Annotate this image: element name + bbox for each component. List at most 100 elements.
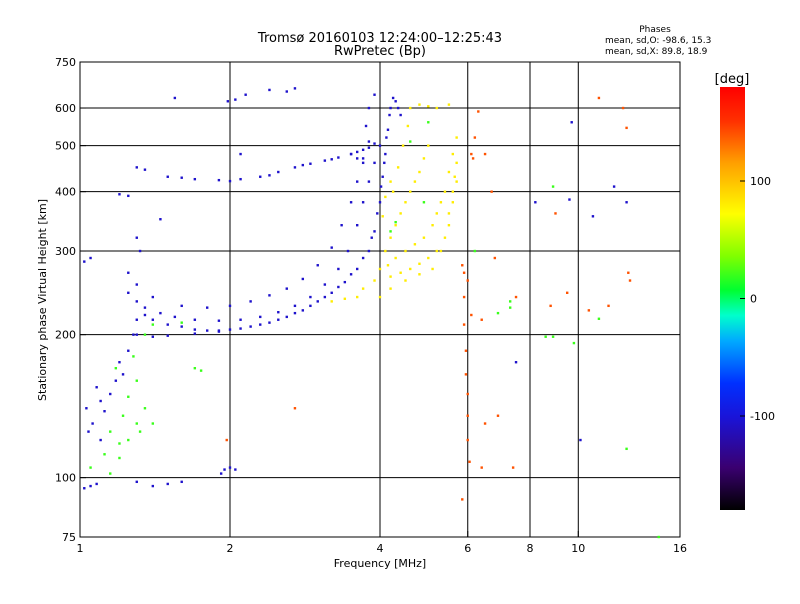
data-point: [355, 224, 359, 227]
y-tick-label: 600: [55, 102, 76, 115]
data-point: [259, 175, 262, 178]
data-point: [386, 128, 390, 131]
data-point: [612, 185, 616, 188]
data-point: [346, 249, 350, 253]
data-point: [373, 161, 376, 165]
data-point: [166, 482, 169, 486]
data-point: [418, 262, 421, 265]
data-point: [554, 212, 557, 215]
data-point: [99, 438, 102, 442]
data-point: [627, 271, 630, 274]
data-point: [447, 224, 451, 227]
data-point: [159, 218, 162, 221]
data-point: [431, 224, 434, 227]
data-point: [103, 410, 106, 413]
data-point: [223, 468, 226, 471]
data-point: [483, 422, 487, 425]
data-point: [427, 121, 430, 124]
data-point: [466, 414, 469, 417]
data-point: [337, 156, 340, 159]
data-point: [309, 162, 312, 165]
data-point: [468, 460, 471, 463]
data-point: [373, 93, 376, 96]
y-tick-label: 75: [62, 531, 76, 544]
data-point: [249, 325, 252, 328]
data-point: [361, 287, 365, 290]
chart-title: Tromsø 20160103 12:24:00–12:25:43: [257, 31, 502, 46]
data-point: [496, 311, 500, 315]
data-point: [422, 201, 426, 204]
data-point: [268, 174, 271, 177]
data-point: [470, 152, 473, 156]
data-point: [193, 332, 197, 335]
data-point: [466, 279, 469, 282]
data-point: [316, 264, 319, 267]
data-point: [418, 103, 421, 106]
data-point: [431, 267, 434, 271]
data-point: [199, 369, 203, 372]
data-point: [180, 176, 183, 179]
data-point: [355, 295, 359, 299]
data-point: [376, 212, 379, 215]
data-point: [388, 113, 391, 117]
data-points: [83, 87, 660, 539]
data-point: [138, 430, 142, 433]
colorbar-ticks: 100 0 -100: [740, 175, 775, 423]
data-point: [226, 100, 230, 103]
data-point: [225, 438, 228, 442]
data-point: [464, 373, 468, 376]
data-point: [239, 318, 242, 321]
data-point: [572, 341, 576, 345]
data-point: [143, 407, 147, 410]
data-point: [89, 484, 92, 488]
data-point: [409, 106, 412, 110]
data-point: [391, 190, 395, 193]
data-point: [118, 193, 121, 196]
axis-ticks: 1 2 4 6 8 10 16 75 100 200 300 400 500 600 750: [55, 56, 687, 555]
data-point: [413, 180, 417, 183]
data-point: [384, 195, 387, 199]
data-point: [301, 163, 305, 167]
data-point: [435, 249, 438, 253]
data-point: [239, 177, 242, 181]
data-point: [396, 166, 400, 169]
data-point: [511, 466, 515, 469]
data-point: [361, 256, 365, 260]
data-point: [404, 249, 407, 253]
data-point: [625, 126, 628, 130]
colorbar-tick-label: 0: [750, 293, 757, 306]
data-point: [399, 113, 402, 117]
data-point: [544, 335, 547, 338]
data-point: [409, 190, 412, 193]
data-point: [95, 482, 98, 486]
data-point: [114, 366, 118, 370]
data-point: [409, 140, 412, 143]
data-point: [394, 220, 397, 224]
y-tick-label: 400: [55, 186, 76, 199]
data-point: [394, 100, 397, 103]
y-tick-label: 750: [55, 56, 76, 69]
data-point: [277, 318, 280, 321]
data-point: [455, 161, 458, 165]
data-point: [625, 201, 628, 204]
chart-subtitle: RwPretec (Bp): [334, 44, 426, 59]
data-point: [180, 325, 183, 328]
data-point: [413, 243, 417, 246]
data-point: [480, 466, 483, 469]
data-point: [323, 159, 327, 162]
data-point: [323, 283, 327, 286]
x-tick-label: 8: [527, 542, 534, 555]
data-point: [330, 158, 333, 161]
phase-stats-x: mean, sd,X: 89.8, 18.9: [605, 47, 708, 57]
data-point: [597, 96, 601, 100]
data-point: [384, 152, 387, 156]
data-point: [355, 157, 359, 160]
data-point: [409, 267, 412, 271]
data-point: [143, 306, 147, 309]
y-tick-label: 200: [55, 329, 76, 342]
data-point: [361, 201, 365, 204]
data-point: [381, 175, 384, 178]
data-point: [381, 215, 384, 218]
data-point: [193, 177, 197, 181]
